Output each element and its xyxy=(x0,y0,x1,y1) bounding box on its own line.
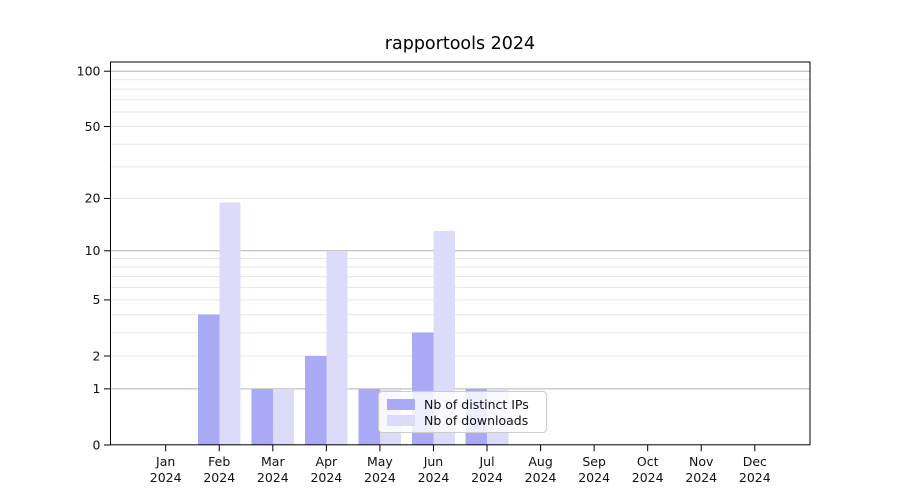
y-tick-label: 20 xyxy=(85,191,101,206)
y-tick-label: 0 xyxy=(93,437,101,452)
y-tick-label: 5 xyxy=(93,292,101,307)
x-tick-label-month: Jan xyxy=(155,454,175,469)
x-tick-label-year: 2024 xyxy=(471,470,503,485)
x-tick-label-year: 2024 xyxy=(685,470,717,485)
chart-title: rapportools 2024 xyxy=(384,34,536,54)
legend-item-downloads: Nb of downloads xyxy=(387,412,537,428)
x-tick-label-month: Dec xyxy=(743,454,767,469)
x-tick-label-year: 2024 xyxy=(203,470,235,485)
y-tick-label: 1 xyxy=(93,381,101,396)
bar-distinct-ips xyxy=(358,388,380,445)
plot-frame xyxy=(110,61,811,446)
legend-item-distinct-ips: Nb of distinct IPs xyxy=(387,396,537,412)
y-tick-label: 2 xyxy=(93,348,101,363)
x-tick-label-year: 2024 xyxy=(364,470,396,485)
x-tick-label-month: Feb xyxy=(208,454,230,469)
x-tick-label-month: Apr xyxy=(316,454,338,469)
x-tick-label-year: 2024 xyxy=(310,470,342,485)
x-tick-label-month: Sep xyxy=(582,454,606,469)
x-tick-label-year: 2024 xyxy=(150,470,182,485)
bar-downloads xyxy=(219,202,241,445)
bar-distinct-ips xyxy=(305,356,327,445)
x-tick-label-month: Mar xyxy=(261,454,285,469)
y-tick-label: 50 xyxy=(85,119,101,134)
y-tick-label: 100 xyxy=(77,63,101,78)
bar-downloads xyxy=(326,250,348,445)
x-tick-label-year: 2024 xyxy=(525,470,557,485)
legend-swatch-distinct-ips xyxy=(387,398,415,410)
legend: Nb of distinct IPs Nb of downloads xyxy=(378,391,547,433)
legend-label-distinct-ips: Nb of distinct IPs xyxy=(424,396,529,412)
x-tick-label-month: Jun xyxy=(423,454,444,469)
bar-downloads xyxy=(272,388,295,445)
x-tick-label-year: 2024 xyxy=(739,470,771,485)
bar-distinct-ips xyxy=(251,388,273,445)
x-tick-label-year: 2024 xyxy=(418,470,450,485)
x-tick-label-year: 2024 xyxy=(257,470,289,485)
bar-distinct-ips xyxy=(197,314,220,445)
x-tick-label-month: Aug xyxy=(528,454,552,469)
y-tick-label: 10 xyxy=(85,243,101,258)
x-tick-label-month: May xyxy=(367,454,393,469)
x-tick-label-month: Jul xyxy=(478,454,494,469)
legend-label-downloads: Nb of downloads xyxy=(424,412,529,428)
x-tick-label-month: Nov xyxy=(689,454,714,469)
x-tick-label-year: 2024 xyxy=(578,470,610,485)
x-tick-label-year: 2024 xyxy=(632,470,664,485)
x-tick-label-month: Oct xyxy=(637,454,659,469)
legend-swatch-downloads xyxy=(387,414,415,426)
